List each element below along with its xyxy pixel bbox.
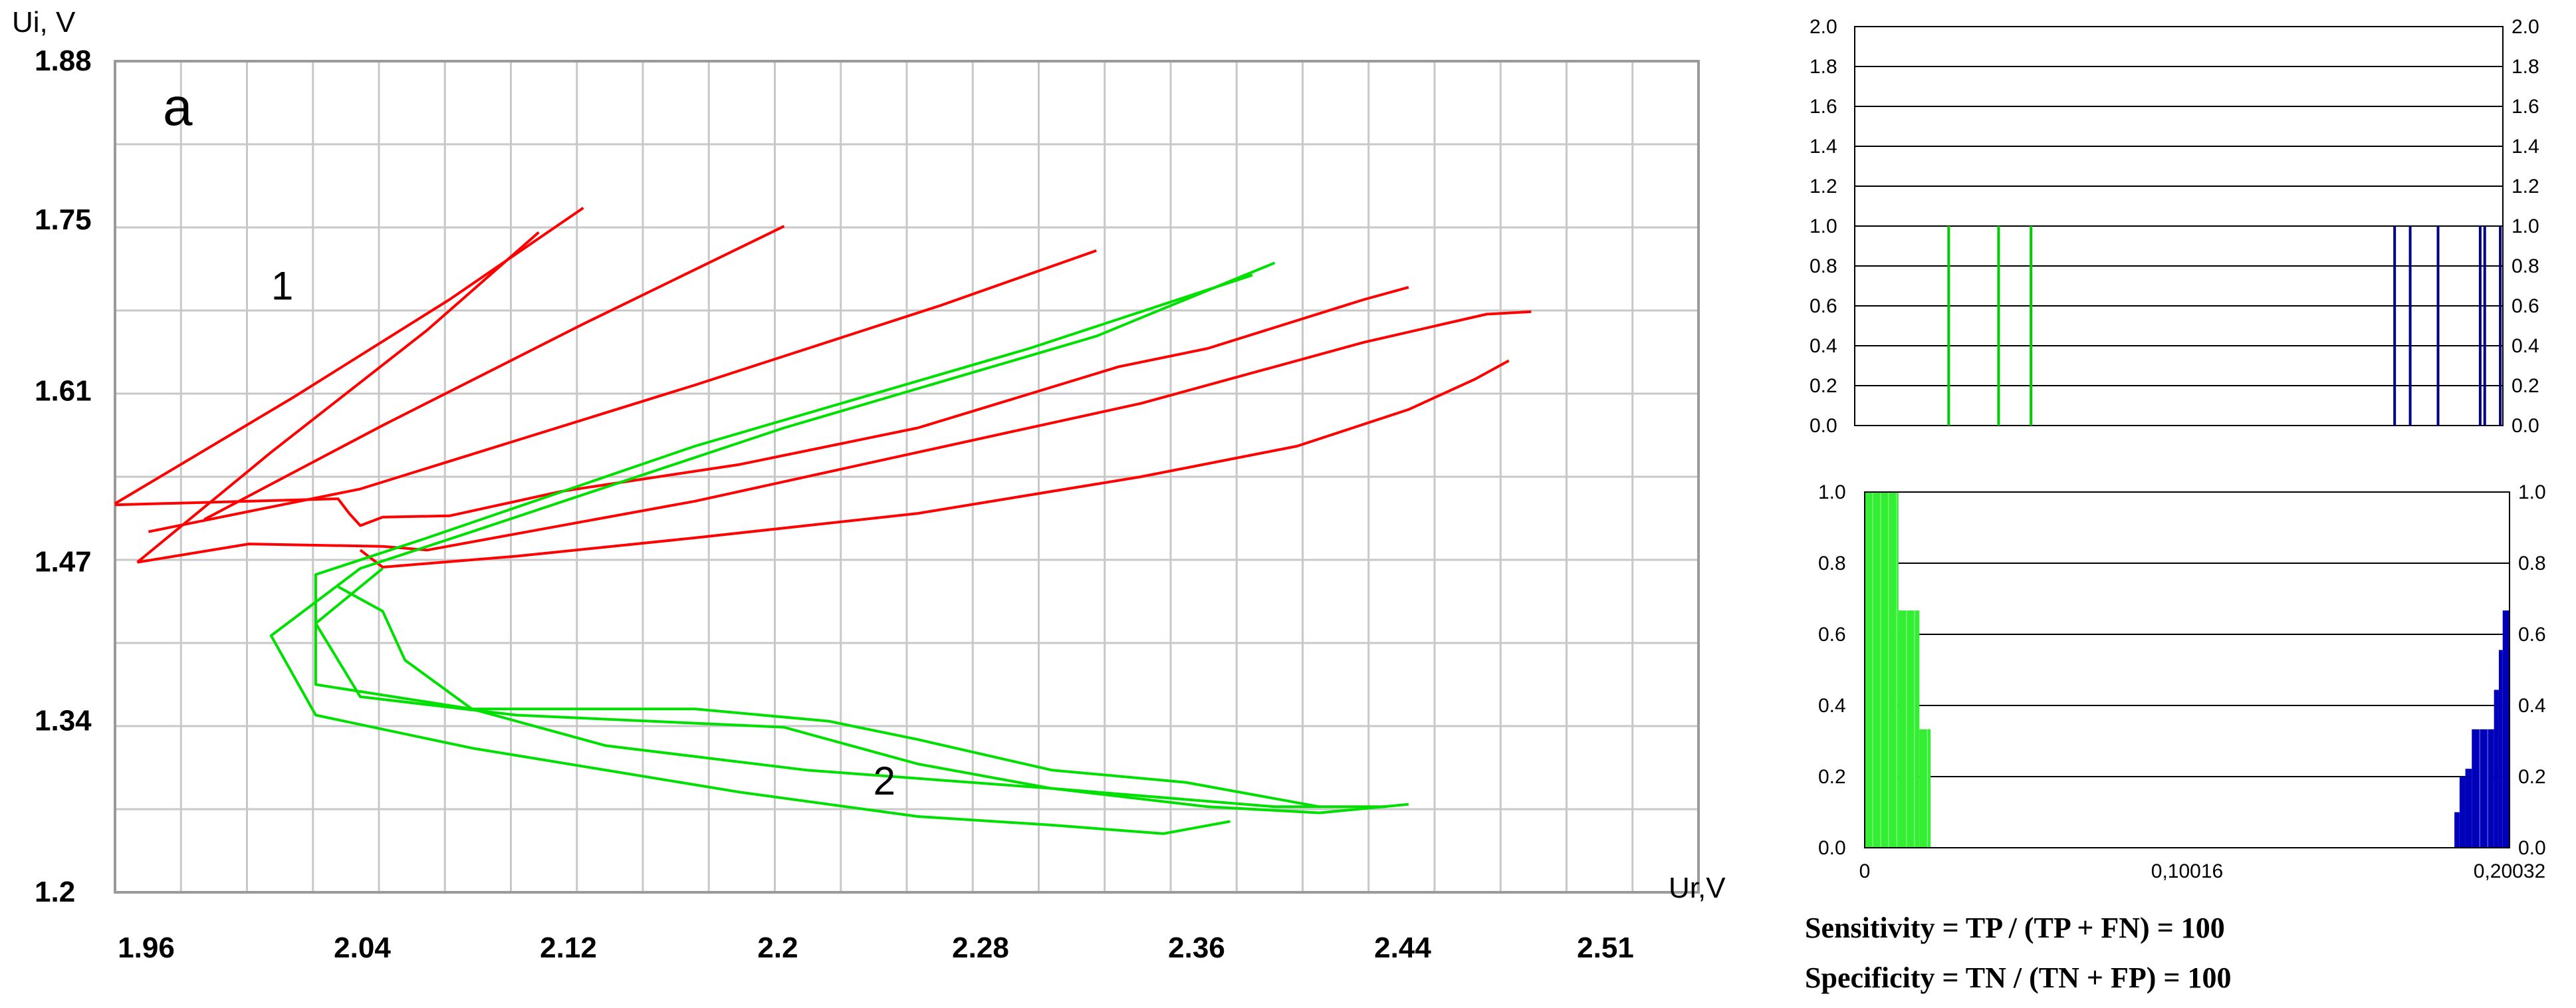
y-tick-label-right: 0.6	[2518, 624, 2546, 646]
x-tick-label: 0	[1859, 860, 1871, 882]
histogram-bar	[1898, 610, 1920, 848]
x-tick-label: 2.51	[1577, 932, 1634, 964]
y-tick-label-right: 2.0	[2512, 16, 2539, 38]
x-tick-label: 1.96	[118, 932, 175, 964]
curve-label: 1	[271, 263, 293, 308]
y-tick-label-left: 1.4	[1810, 136, 1837, 158]
specificity-formula: Specificity = TN / (TN + FP) = 100	[1805, 961, 2231, 994]
bottom-histogram-bars	[1865, 492, 2510, 848]
histogram-bar	[2494, 690, 2499, 848]
y-tick-label-right: 0.6	[2512, 295, 2539, 317]
y-tick-label-right: 0.8	[2512, 255, 2539, 277]
y-tick-label-right: 1.4	[2512, 136, 2539, 158]
y-tick-label-left: 0.2	[1818, 766, 1846, 788]
histogram-bar	[2472, 729, 2494, 848]
y-tick-label-right: 1.6	[2512, 96, 2539, 118]
main-chart-grid	[115, 61, 1698, 892]
data-curve	[136, 231, 540, 564]
top-histogram-bars	[1947, 226, 2502, 426]
y-tick-label-right: 0.2	[2518, 766, 2546, 788]
bottom-histogram-y-ticks: 1.0 1.0 0.8 0.8 0.6 0.6 0.4 0.4 0.2 0.2 0.0 0.0	[1818, 481, 2546, 859]
y-tick-label-right: 1.0	[2518, 481, 2546, 503]
y-tick-label: 1.47	[35, 546, 92, 578]
main-plot-frame	[114, 60, 1700, 894]
y-tick-label: 1.34	[35, 705, 92, 737]
data-curve	[114, 286, 1409, 527]
y-tick-label-left: 1.8	[1810, 56, 1837, 78]
y-tick-label-left: 1.0	[1810, 215, 1837, 237]
y-tick-label-right: 0.2	[2512, 375, 2539, 397]
y-tick-label-left: 2.0	[1810, 16, 1837, 38]
histogram-bar	[2498, 650, 2503, 848]
y-tick-label: 1.75	[35, 203, 92, 236]
histogram-bar	[2454, 812, 2460, 848]
data-curve	[148, 249, 1097, 533]
x-tick-label: 2.12	[540, 932, 597, 964]
y-tick-label-left: 0.0	[1810, 415, 1837, 437]
top-histogram-grid	[1855, 26, 2503, 426]
y-tick-label-left: 1.0	[1818, 481, 1846, 503]
data-curve	[314, 567, 1320, 809]
y-tick-label-left: 0.4	[1818, 695, 1846, 717]
histogram-bar	[1919, 729, 1931, 848]
main-y-ticks: 1.88 1.75 1.61 1.47 1.34 1.2	[35, 45, 92, 908]
top-histogram-y-ticks: 2.0 2.0 1.8 1.8 1.6 1.6 1.4 1.4 1.2 1.2 1.0 1.0 0.8 0…	[1810, 16, 2539, 437]
data-curve	[203, 225, 785, 521]
y-tick-label-left: 0.8	[1818, 553, 1846, 574]
x-tick-label: 2.28	[952, 932, 1009, 964]
main-chart-curves	[114, 206, 1532, 835]
y-tick-label-right: 0.0	[2512, 415, 2539, 437]
x-tick-label: 0,20032	[2474, 860, 2545, 882]
histogram-bar	[1865, 492, 1899, 848]
y-tick-label-left: 0.6	[1818, 624, 1846, 646]
histogram-bar	[2465, 769, 2472, 848]
y-tick-label-left: 0.2	[1810, 375, 1837, 397]
panel-label: a	[163, 77, 193, 136]
data-curve	[137, 310, 1532, 564]
y-tick-label-left: 0.4	[1810, 335, 1837, 357]
data-curve	[269, 261, 1276, 835]
y-tick-label-right: 0.4	[2518, 695, 2546, 717]
bottom-histogram-grid	[1865, 491, 2510, 848]
y-tick-label-right: 0.8	[2518, 553, 2546, 574]
y-tick-label-right: 0.0	[2518, 837, 2546, 859]
data-curve	[114, 206, 584, 505]
y-tick-label-right: 1.2	[2512, 176, 2539, 197]
histogram-bar	[2502, 610, 2510, 848]
x-tick-label: 2.04	[334, 932, 391, 964]
top-histogram-frame	[1854, 26, 2504, 426]
y-tick-label-right: 1.8	[2512, 56, 2539, 78]
y-tick-label-left: 1.6	[1810, 96, 1837, 118]
y-tick-label-left: 0.8	[1810, 255, 1837, 277]
y-tick-label: 1.61	[35, 374, 92, 407]
y-tick-label: 1.88	[35, 45, 92, 77]
curve-label: 2	[874, 759, 895, 803]
y-tick-label-left: 0.6	[1810, 295, 1837, 317]
x-tick-label: 2.44	[1374, 932, 1431, 964]
data-curve	[337, 585, 1387, 809]
data-curve	[359, 359, 1510, 568]
main-curve-labels: 12	[271, 263, 895, 803]
y-axis-title: Ui, V	[12, 6, 76, 39]
y-tick-label-right: 0.4	[2512, 335, 2539, 357]
data-curve	[314, 273, 1409, 815]
y-tick-label-right: 1.0	[2512, 215, 2539, 237]
bottom-histogram-x-ticks: 0 0,10016 0,20032	[1859, 860, 2546, 882]
x-tick-label: 2.36	[1168, 932, 1225, 964]
main-x-ticks: 1.96 2.04 2.12 2.2 2.28 2.36 2.44 2.51	[118, 932, 1634, 964]
x-tick-label: 2.2	[757, 932, 798, 964]
x-tick-label: 0,10016	[2151, 860, 2223, 882]
bottom-histogram-frame	[1864, 491, 2510, 848]
histogram-bar	[2459, 777, 2466, 848]
x-axis-title: Ur,V	[1669, 872, 1726, 904]
y-tick-label-left: 1.2	[1810, 176, 1837, 197]
y-tick-label-left: 0.0	[1818, 837, 1846, 859]
y-tick-label: 1.2	[35, 876, 75, 908]
sensitivity-formula: Sensitivity = TP / (TP + FN) = 100	[1805, 912, 2225, 944]
